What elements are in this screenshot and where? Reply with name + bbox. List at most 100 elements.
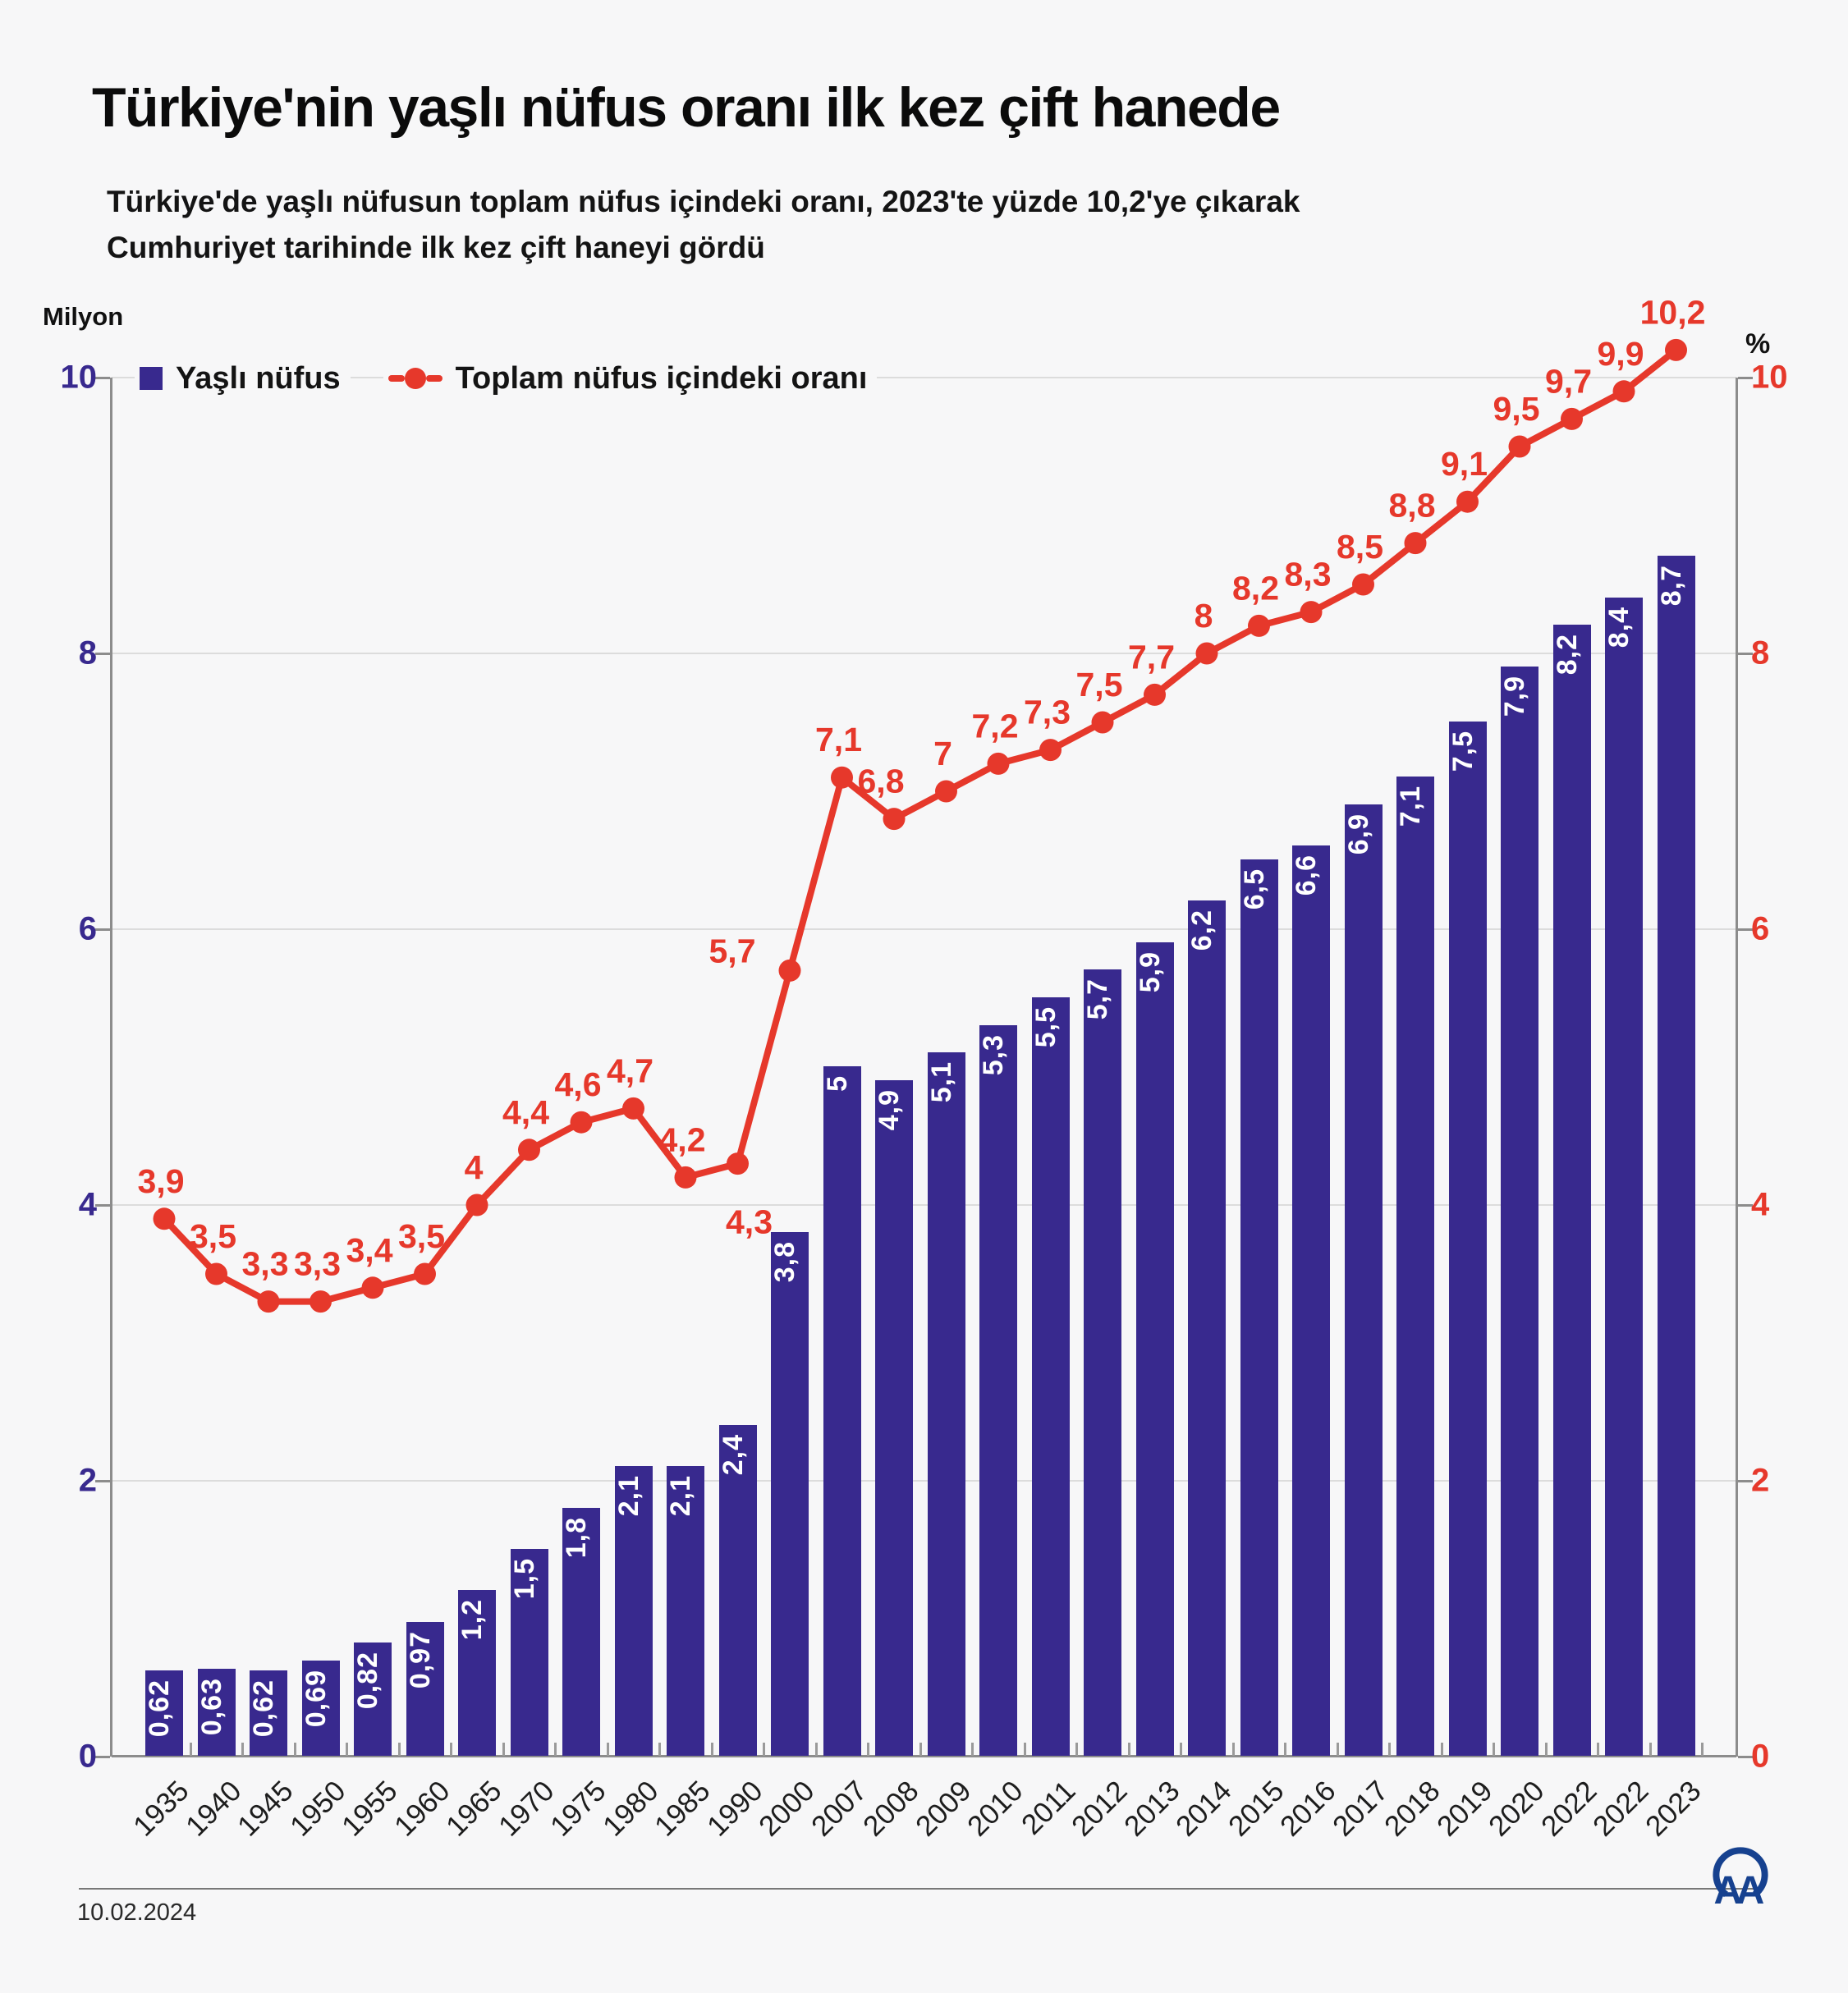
x-axis-tick (554, 1743, 557, 1756)
line-value-label: 6,8 (858, 763, 905, 800)
left-axis-tick-label: 4 (78, 1186, 97, 1223)
bar-2018: 7,1 (1395, 777, 1434, 1756)
line-value-label: 4,4 (502, 1093, 549, 1131)
line-value-label: 4,2 (659, 1120, 706, 1158)
bar-1935: 0,62 (144, 1670, 183, 1756)
bar-1940: 0,63 (196, 1669, 236, 1756)
gridline (112, 653, 1736, 654)
line-point-1955 (361, 1276, 384, 1299)
line-point-2018 (1404, 532, 1427, 555)
x-axis-tick (346, 1743, 349, 1756)
line-value-label: 10,2 (1640, 293, 1706, 331)
line-value-label: 4 (465, 1148, 484, 1186)
line-value-label: 9,7 (1545, 362, 1592, 400)
footer-date: 10.02.2024 (77, 1899, 197, 1926)
x-axis-tick (1493, 1743, 1496, 1756)
line-value-label: 3,5 (398, 1217, 445, 1255)
bar-2016: 6,6 (1291, 845, 1330, 1756)
left-axis-tick (95, 377, 110, 379)
bar-2014: 6,2 (1186, 900, 1226, 1756)
line-value-label: 8,8 (1389, 487, 1436, 525)
bar-2022: 8,2 (1552, 625, 1591, 1756)
line-value-label: 7,5 (1076, 666, 1123, 703)
right-axis-tick (1738, 377, 1753, 379)
left-axis-tick-label: 6 (78, 910, 97, 947)
line-value-label: 3,3 (242, 1245, 289, 1283)
line-point-2000 (778, 959, 801, 982)
line-value-label: 7 (933, 735, 952, 772)
plot-area: 0,62 0,63 0,62 0,69 0,82 0,97 1,2 1,5 1,8 2,1 2,1 2… (95, 293, 1753, 1843)
x-axis-tick (1597, 1743, 1600, 1756)
line-point-1975 (570, 1111, 593, 1134)
gridline (112, 1480, 1736, 1482)
bar-1965: 1,2 (456, 1590, 496, 1756)
left-axis-tick-label: 0 (78, 1738, 97, 1775)
line-point-1965 (465, 1194, 488, 1216)
line-point-1960 (414, 1262, 436, 1285)
line-value-label: 3,3 (294, 1245, 341, 1283)
line-point-2007 (831, 766, 853, 789)
footer-divider (79, 1888, 1754, 1890)
left-axis-tick (95, 653, 110, 655)
bar-1955: 0,82 (352, 1643, 392, 1756)
line-point-1945 (257, 1290, 280, 1313)
right-axis-tick-label: 8 (1751, 635, 1770, 671)
right-axis-tick (1738, 1204, 1753, 1207)
bar-2013: 5,9 (1135, 942, 1174, 1756)
marker-dot (404, 368, 426, 389)
x-axis-tick (502, 1743, 505, 1756)
left-axis-tick (95, 1480, 110, 1482)
x-axis-tick (397, 1743, 401, 1756)
x-axis-tick (1127, 1743, 1130, 1756)
line-value-label: 9,9 (1598, 335, 1644, 373)
x-axis-tick (1544, 1743, 1548, 1756)
legend-item-line-series: Toplam nüfus içindeki oranı (383, 355, 878, 402)
line-point-2008 (883, 808, 906, 831)
x-axis-tick (1388, 1743, 1392, 1756)
bar-2023: 8,7 (1656, 556, 1695, 1756)
bar-series-swatch-icon (140, 367, 163, 390)
line-point-1970 (518, 1139, 540, 1161)
right-axis-tick (1738, 653, 1753, 655)
line-value-label: 7,3 (1024, 694, 1071, 731)
line-series-marker-icon (387, 366, 443, 391)
line-point-2011 (1039, 739, 1062, 762)
legend-item-bar-series: Yaşlı nüfus (135, 355, 351, 402)
x-axis-line (112, 1755, 1736, 1757)
bar-2000: 3,8 (769, 1231, 809, 1756)
left-axis-line (110, 378, 112, 1757)
left-axis-tick (95, 928, 110, 931)
line-value-label: 4,7 (607, 1051, 653, 1089)
marker-dash (387, 375, 405, 382)
x-axis-tick (1440, 1743, 1443, 1756)
line-point-1935 (153, 1207, 176, 1230)
page-title: Türkiye'nin yaşlı nüfus oranı ilk kez çi… (92, 76, 1281, 139)
legend-bar-label: Yaşlı nüfus (176, 360, 341, 396)
bar-1985: 2,1 (665, 1466, 704, 1756)
line-point-1985 (674, 1166, 697, 1189)
bar-2019: 7,5 (1447, 722, 1487, 1756)
right-axis-tick-label: 2 (1751, 1462, 1770, 1499)
x-axis-tick (241, 1743, 245, 1756)
line-value-label: 8 (1195, 597, 1213, 635)
bar-1960: 0,97 (405, 1622, 444, 1756)
left-axis-tick-label: 2 (78, 1462, 97, 1499)
line-value-label: 3,5 (190, 1217, 236, 1255)
legend: Yaşlı nüfus Toplam nüfus içindeki oranı (135, 355, 878, 402)
line-series-path (161, 346, 1680, 1305)
line-point-2023 (1665, 338, 1687, 361)
legend-line-label: Toplam nüfus içindeki oranı (455, 360, 868, 396)
x-axis-tick (1075, 1743, 1079, 1756)
x-axis-tick (1336, 1743, 1339, 1756)
line-point-1980 (622, 1097, 644, 1120)
line-point-2017 (1352, 573, 1374, 596)
line-point-2016 (1300, 601, 1323, 624)
line-value-label: 8,5 (1337, 528, 1383, 566)
line-point-2009 (935, 780, 957, 803)
line-value-label: 9,1 (1441, 445, 1488, 483)
line-series-layer: 3,93,53,3 3,3 3,4 3,544,44,6 4,74,24,35,77,1… (138, 293, 1705, 1313)
x-axis-tick (293, 1743, 296, 1756)
line-point-2012 (1091, 711, 1114, 734)
bar-1970: 1,5 (509, 1549, 548, 1756)
left-axis-tick (95, 1756, 110, 1758)
